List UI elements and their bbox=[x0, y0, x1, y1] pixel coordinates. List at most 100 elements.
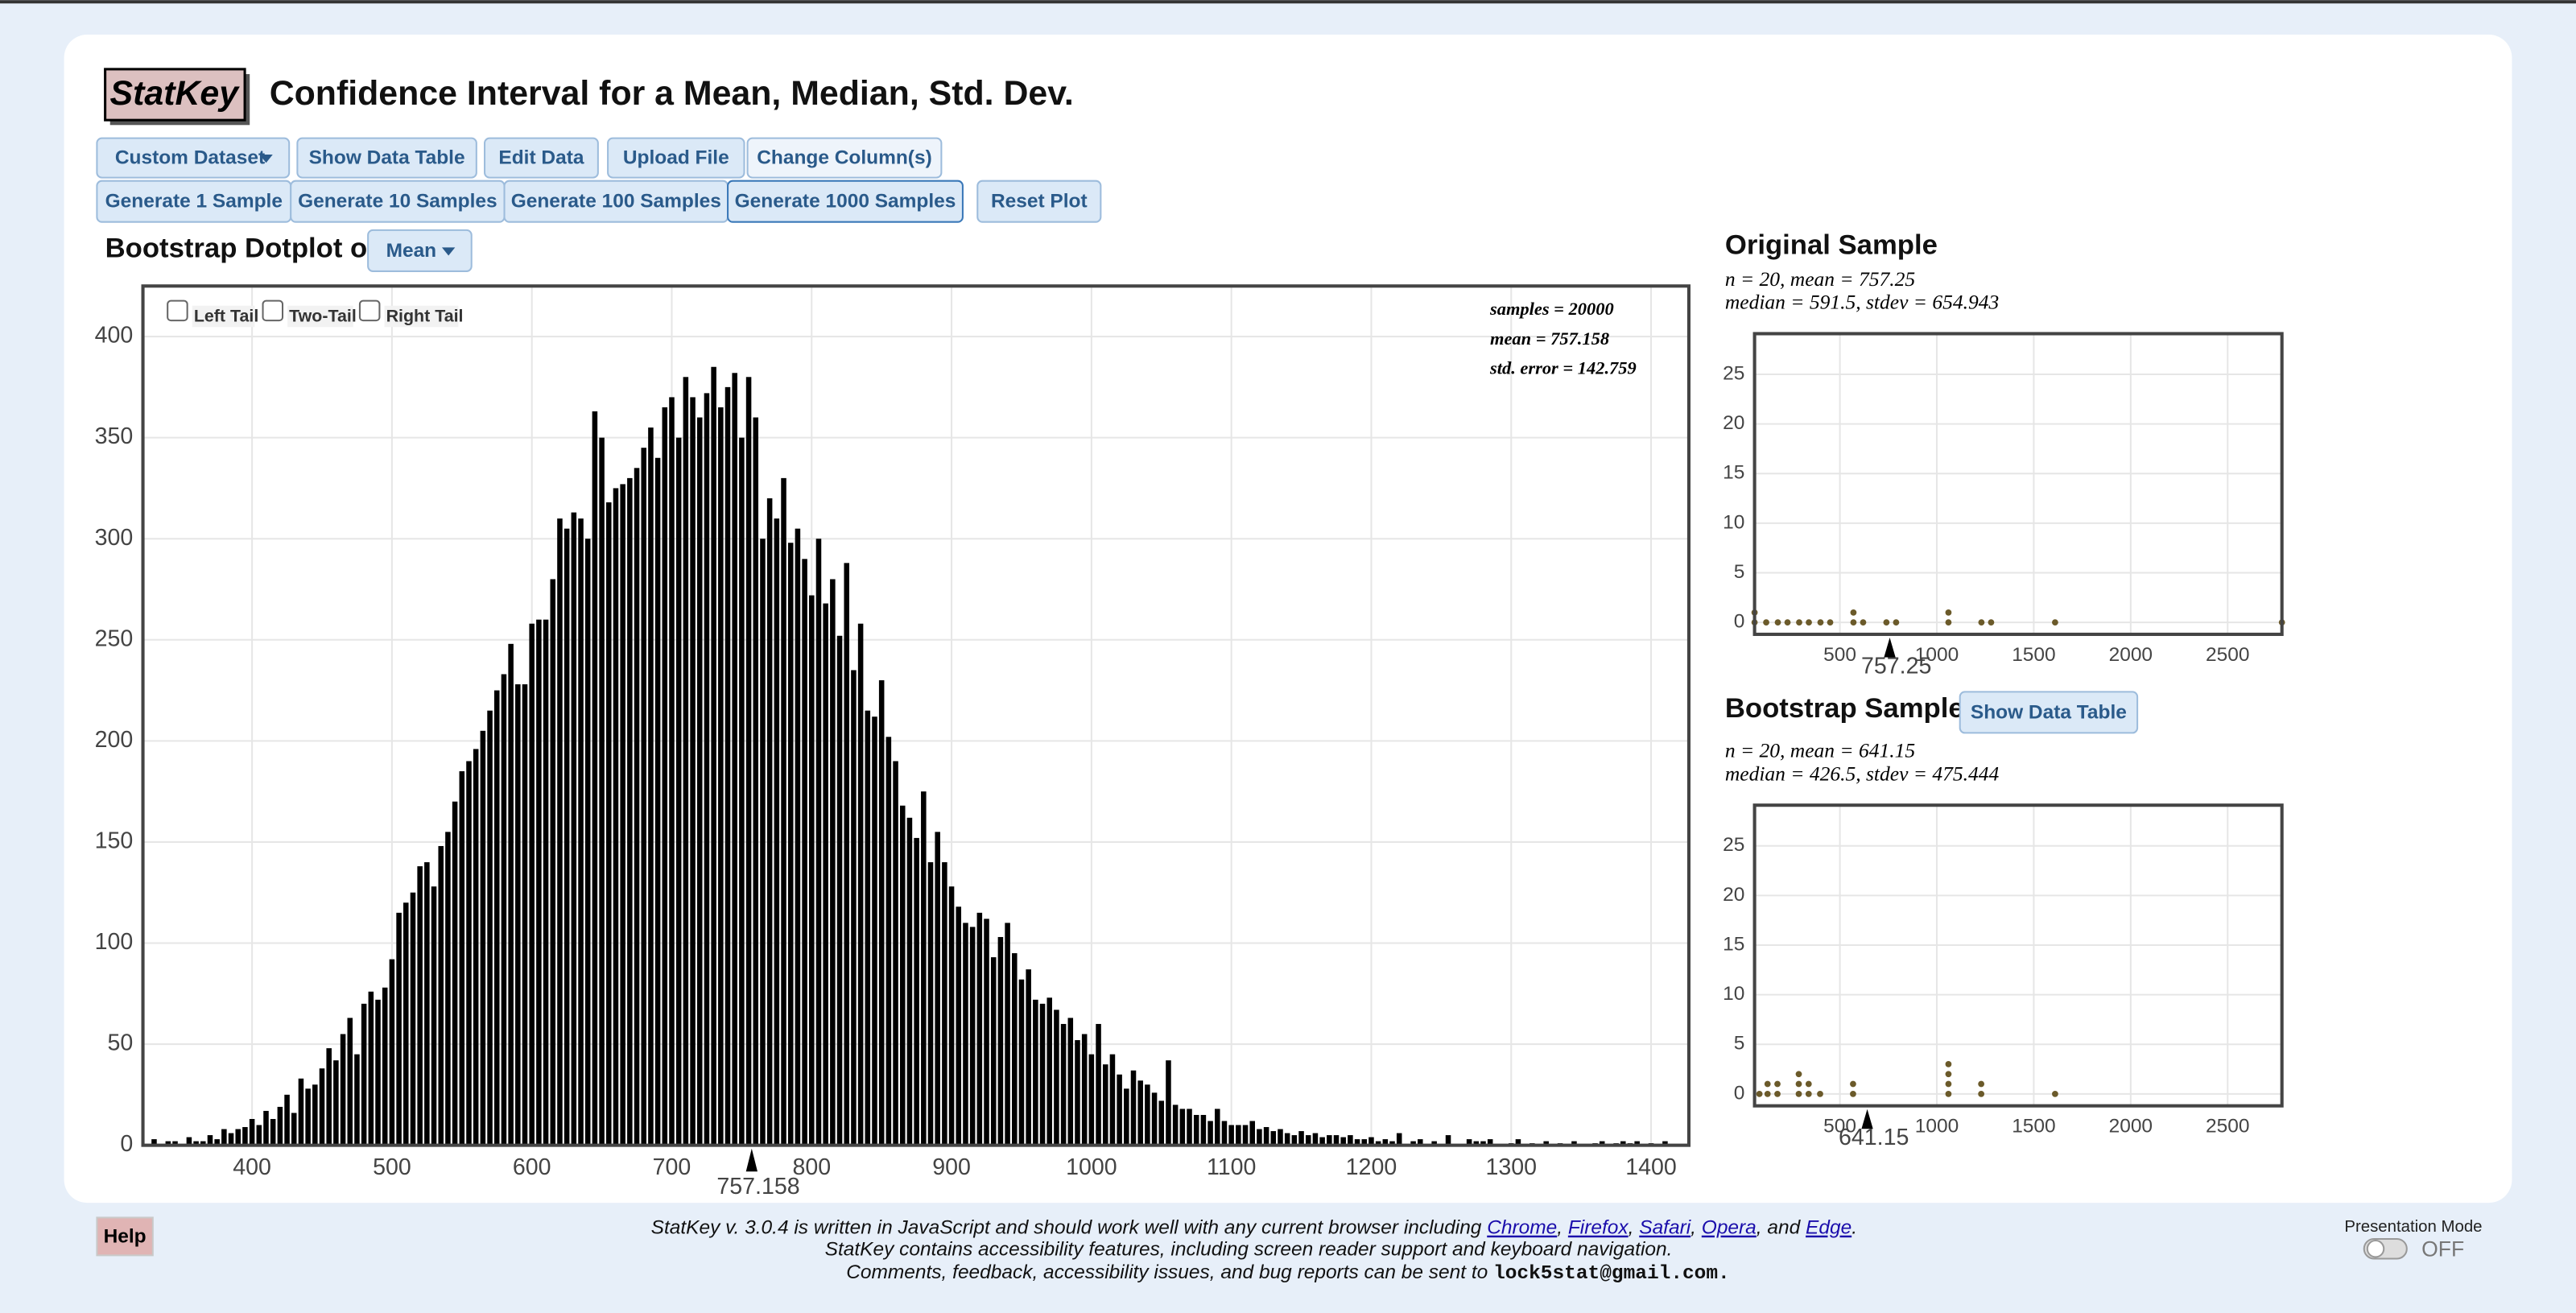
bar bbox=[830, 579, 836, 1146]
bar bbox=[592, 411, 598, 1146]
x-tick-label: 1000 bbox=[1915, 1116, 1959, 1138]
dot bbox=[1860, 619, 1867, 626]
footer-text: , bbox=[1557, 1217, 1568, 1239]
button-label[interactable]: Generate 1000 Samples bbox=[735, 191, 956, 213]
bar bbox=[1018, 979, 1025, 1146]
bar bbox=[368, 991, 374, 1146]
bar bbox=[732, 373, 737, 1146]
bar bbox=[1060, 1023, 1067, 1146]
link[interactable]: Chrome bbox=[1487, 1217, 1557, 1239]
x-tick-label: 700 bbox=[653, 1154, 691, 1180]
y-tick-label: 10 bbox=[1723, 511, 1744, 533]
caret[interactable] bbox=[441, 247, 456, 256]
y-tick-label: 300 bbox=[95, 525, 134, 551]
bar bbox=[1270, 1131, 1277, 1146]
dot bbox=[1795, 1071, 1802, 1078]
button-label[interactable]: Generate 1 Sample bbox=[105, 191, 283, 213]
dot bbox=[1806, 619, 1812, 626]
button[interactable] bbox=[96, 137, 291, 179]
bar bbox=[1375, 1141, 1381, 1146]
dot bbox=[1795, 1080, 1802, 1088]
button-label[interactable]: Generate 100 Samples bbox=[511, 191, 721, 213]
plot-frame bbox=[1752, 803, 2284, 1108]
button-label[interactable]: Mean bbox=[386, 240, 437, 262]
button[interactable] bbox=[1959, 691, 2139, 734]
dot bbox=[1945, 619, 1952, 626]
bar bbox=[578, 518, 584, 1146]
button-label[interactable]: Custom Dataset bbox=[115, 147, 265, 169]
bar bbox=[1236, 1125, 1241, 1146]
bar bbox=[347, 1018, 353, 1146]
checkbox-label[interactable]: Left Tail bbox=[194, 307, 258, 326]
dot bbox=[1774, 1090, 1781, 1097]
dot bbox=[1945, 1090, 1952, 1097]
checkbox[interactable] bbox=[262, 299, 284, 322]
bootstrap-stats: n = 20, mean = 641.15 bbox=[1725, 739, 1915, 762]
bar bbox=[193, 1141, 199, 1146]
x-tick-label: 500 bbox=[1823, 644, 1856, 666]
bar bbox=[529, 623, 535, 1146]
button[interactable] bbox=[976, 180, 1102, 223]
button-label[interactable]: Reset Plot bbox=[991, 191, 1088, 213]
bar bbox=[1124, 1088, 1129, 1146]
statistic-marker bbox=[1861, 1109, 1873, 1129]
footer-text: Comments, feedback, accessibility issues… bbox=[846, 1261, 1493, 1283]
link[interactable]: Firefox bbox=[1568, 1217, 1629, 1239]
bar bbox=[963, 923, 968, 1146]
link[interactable]: Edge bbox=[1806, 1217, 1852, 1239]
bootstrap-heading: Bootstrap Sample bbox=[1725, 693, 1964, 724]
bar bbox=[564, 528, 570, 1146]
dot bbox=[1764, 1090, 1771, 1097]
help-label[interactable]: Help bbox=[104, 1225, 147, 1247]
link[interactable]: Opera bbox=[1702, 1217, 1757, 1239]
bar bbox=[235, 1129, 241, 1146]
bar bbox=[242, 1127, 248, 1146]
button[interactable] bbox=[484, 137, 599, 179]
bar bbox=[1571, 1141, 1577, 1146]
checkbox[interactable] bbox=[358, 299, 381, 322]
bar bbox=[508, 643, 514, 1146]
checkbox-label[interactable]: Two-Tail bbox=[289, 307, 357, 326]
button-label[interactable]: Show Data Table bbox=[309, 147, 465, 169]
x-tick-label: 500 bbox=[1823, 1116, 1856, 1138]
dot bbox=[1795, 1090, 1802, 1097]
y-tick-label: 0 bbox=[1734, 611, 1745, 633]
bar bbox=[1487, 1139, 1493, 1146]
bar bbox=[1599, 1141, 1605, 1146]
button-label[interactable]: Show Data Table bbox=[1971, 701, 2127, 723]
button-label[interactable]: Upload File bbox=[623, 147, 729, 169]
y-tick-label: 200 bbox=[95, 727, 134, 753]
bar bbox=[836, 635, 843, 1146]
bar bbox=[1130, 1070, 1137, 1146]
bar bbox=[417, 866, 423, 1146]
toggle-knob[interactable] bbox=[2366, 1239, 2385, 1258]
bar bbox=[823, 603, 828, 1146]
x-tick-label: 1300 bbox=[1485, 1154, 1537, 1180]
button[interactable] bbox=[296, 137, 477, 179]
y-tick-label: 350 bbox=[95, 423, 134, 449]
statistic-marker-label: 641.15 bbox=[1839, 1125, 1909, 1150]
caret[interactable] bbox=[259, 155, 273, 163]
bar bbox=[1012, 953, 1018, 1146]
bar bbox=[606, 502, 612, 1146]
button[interactable] bbox=[607, 137, 745, 179]
button[interactable] bbox=[367, 229, 473, 272]
y-tick-label: 20 bbox=[1723, 412, 1744, 434]
button[interactable] bbox=[727, 180, 964, 223]
bar bbox=[1046, 997, 1052, 1146]
bar bbox=[1172, 1104, 1179, 1146]
help-button[interactable] bbox=[96, 1216, 154, 1257]
footer-line: StatKey contains accessibility features,… bbox=[825, 1239, 1673, 1261]
checkbox-label[interactable]: Right Tail bbox=[386, 307, 464, 326]
link[interactable]: Safari bbox=[1639, 1217, 1690, 1239]
checkbox[interactable] bbox=[167, 299, 188, 322]
button-label[interactable]: Generate 10 Samples bbox=[298, 191, 497, 213]
bar bbox=[1466, 1139, 1472, 1146]
y-tick-label: 50 bbox=[108, 1030, 134, 1056]
plot-area bbox=[1754, 333, 2282, 634]
bar bbox=[466, 761, 472, 1146]
statistic-marker-label: 757.25 bbox=[1861, 653, 1931, 679]
button-label[interactable]: Edit Data bbox=[498, 147, 584, 169]
bar bbox=[1278, 1129, 1283, 1146]
bar bbox=[1305, 1135, 1311, 1146]
